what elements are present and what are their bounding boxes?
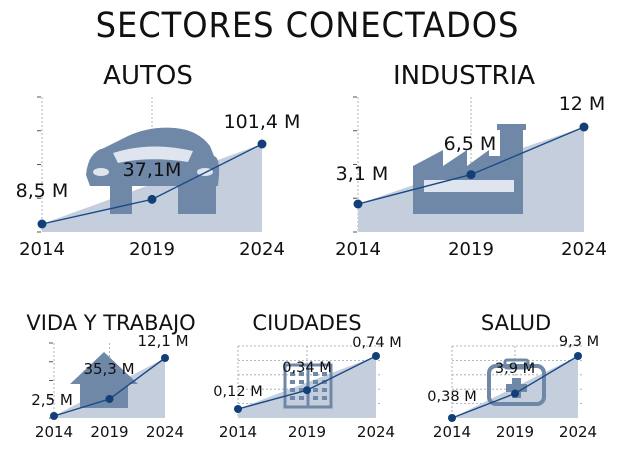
data-label: 12 M [559, 93, 606, 115]
data-point [147, 194, 157, 204]
data-point [372, 352, 380, 360]
data-label: 2,5 M [31, 391, 73, 409]
data-point [353, 199, 363, 209]
chart-title: SALUD [481, 311, 551, 335]
data-label: 101,4 M [224, 111, 301, 133]
chart-title: INDUSTRIA [393, 61, 535, 91]
data-point [579, 122, 589, 132]
x-tick-label: 2024 [559, 423, 597, 441]
x-tick-label: 2014 [433, 423, 471, 441]
x-tick-label: 2014 [219, 423, 257, 441]
data-label: 3,9 M [495, 361, 535, 377]
x-tick-label: 2019 [448, 239, 494, 260]
x-tick-label: 2019 [129, 239, 175, 260]
x-tick-label: 2024 [561, 239, 607, 260]
data-point [105, 395, 114, 403]
data-point [448, 414, 456, 422]
x-tick-label: 2014 [19, 239, 65, 260]
house-icon [70, 352, 138, 408]
x-tick-label: 2014 [335, 239, 381, 260]
medkit-icon [487, 358, 546, 406]
data-label: 6,5 M [444, 133, 497, 155]
data-label: 0,12 M [213, 384, 262, 400]
chart-salud: 0,38 M 3,9 M 9,3 M 2014 2019 2024 SALUD [427, 311, 599, 441]
chart-title: VIDA Y TRABAJO [26, 311, 195, 335]
x-tick-label: 2024 [357, 423, 395, 441]
x-tick-label: 2024 [239, 239, 285, 260]
chart-title: AUTOS [103, 61, 193, 91]
chart-industria: 3,1 M 6,5 M 12 M 2014 2019 2024 INDUSTRIA [335, 61, 607, 260]
chart-title: CIUDADES [252, 311, 361, 335]
data-label: 0,38 M [427, 389, 476, 405]
data-point [574, 352, 582, 360]
data-point [234, 405, 242, 413]
x-tick-label: 2019 [288, 423, 326, 441]
data-label: 0,34 M [282, 360, 331, 376]
factory-icon [413, 124, 526, 214]
data-point [161, 354, 169, 362]
data-label: 3,1 M [336, 163, 389, 185]
data-label: 9,3 M [559, 334, 599, 350]
buildings-icon [283, 363, 333, 409]
data-point [303, 386, 311, 395]
page-title: SECTORES CONECTADOS [95, 6, 520, 46]
data-point [37, 219, 47, 229]
chart-ciudades: 0,12 M 0,34 M 0,74 M 2014 2019 2024 CIUDADES [213, 311, 401, 441]
x-tick-label: 2019 [90, 423, 128, 441]
data-point [50, 412, 58, 420]
x-tick-label: 2014 [35, 423, 73, 441]
x-tick-label: 2019 [496, 423, 534, 441]
data-point [466, 170, 476, 180]
chart-vida: 2,5 M 35,3 M12,1 M 2014 2019 2024 VIDA Y TRAB… [26, 311, 195, 441]
data-label: 35,3 M [83, 360, 134, 378]
data-point [511, 389, 519, 398]
data-label: 12,1 M [137, 332, 188, 350]
data-label: 0,74 M [352, 335, 401, 351]
data-point [257, 139, 267, 149]
car-icon [86, 127, 220, 214]
x-tick-label: 2024 [146, 423, 184, 441]
data-label: 37,1M [123, 159, 182, 181]
chart-autos: 8,5 M 37,1M 101,4 M 2014 2019 2024 AUTOS [16, 61, 301, 260]
data-label: 8,5 M [16, 180, 69, 202]
